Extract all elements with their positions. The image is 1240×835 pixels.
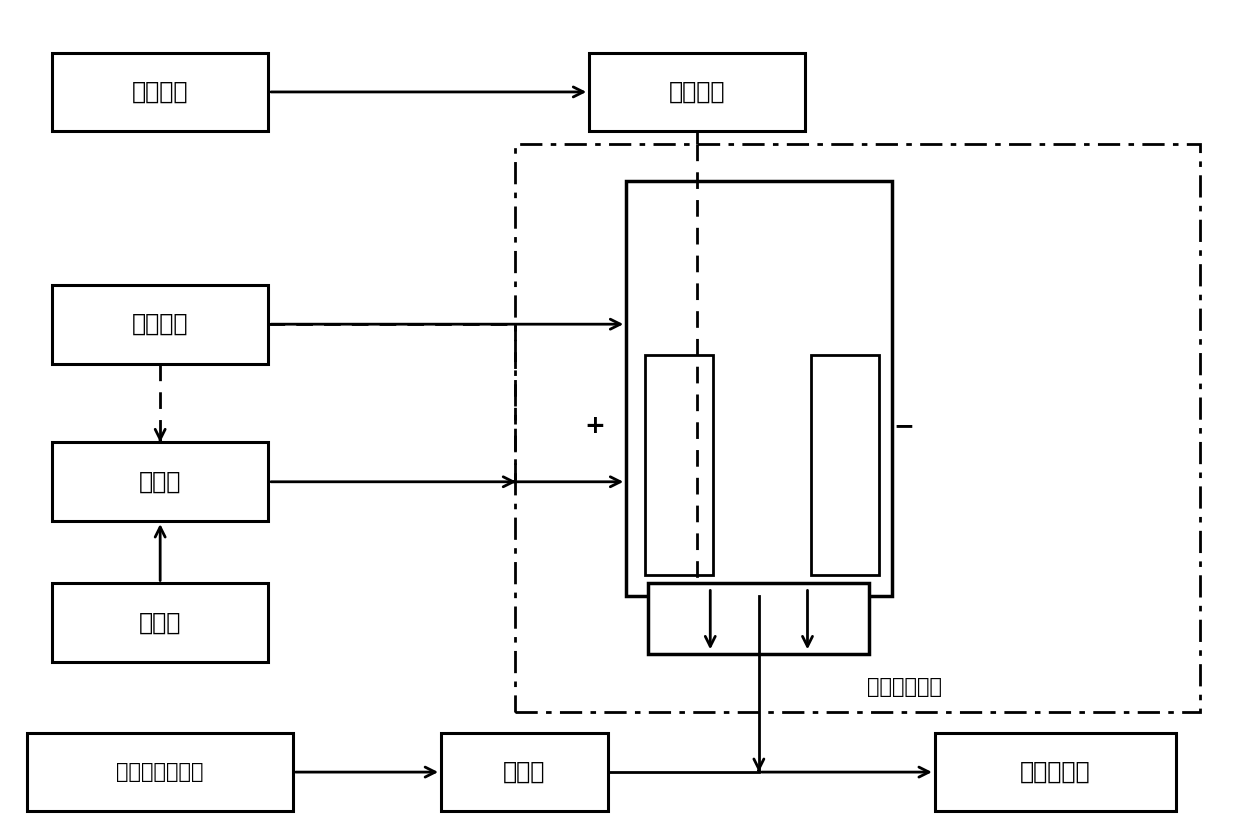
Text: 直流电源: 直流电源 xyxy=(668,80,725,104)
Bar xyxy=(515,144,1200,712)
Text: −: − xyxy=(894,414,914,438)
Bar xyxy=(626,181,892,596)
Bar xyxy=(52,53,268,131)
Bar xyxy=(649,584,869,654)
Text: 稀盐酸: 稀盐酸 xyxy=(139,610,181,635)
Bar xyxy=(935,732,1176,812)
Text: 电磁阀: 电磁阀 xyxy=(503,760,546,784)
Bar xyxy=(441,732,608,812)
Text: 酸性电解水: 酸性电解水 xyxy=(1019,760,1090,784)
Bar xyxy=(811,355,879,575)
Bar xyxy=(52,443,268,521)
Bar xyxy=(589,53,805,131)
Bar xyxy=(52,584,268,662)
Bar xyxy=(52,285,268,363)
Text: 蠕动泵: 蠕动泵 xyxy=(139,470,181,493)
Text: 控制系统: 控制系统 xyxy=(131,312,188,337)
Text: +: + xyxy=(585,414,606,438)
Text: 交流电源: 交流电源 xyxy=(131,80,188,104)
Bar xyxy=(645,355,713,575)
Text: 无隔膜电解槽: 无隔膜电解槽 xyxy=(867,677,942,697)
Text: 经过滤的自来水: 经过滤的自来水 xyxy=(117,762,203,782)
Bar xyxy=(27,732,293,812)
